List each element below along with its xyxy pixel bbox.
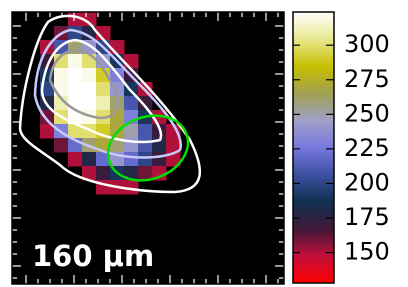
heat-cell: [68, 68, 83, 83]
heat-cell: [124, 152, 139, 167]
heat-cell: [124, 54, 139, 69]
colorbar-tick-label: 250: [344, 99, 390, 127]
colorbar-tick-label: 150: [344, 238, 390, 266]
heat-cell: [68, 152, 83, 167]
colorbar-tick-label: 200: [344, 168, 390, 196]
colorbar-tick-label: 225: [344, 134, 390, 162]
heat-cell: [54, 138, 69, 153]
heat-cell: [68, 82, 83, 97]
heat-cell: [96, 82, 111, 97]
heat-cell: [96, 96, 111, 111]
heat-cell: [82, 152, 97, 167]
colorbar-tick-label: 275: [344, 65, 390, 93]
colorbar-tick-label: 175: [344, 203, 390, 231]
heat-cell: [54, 82, 69, 97]
heat-cell: [68, 96, 83, 111]
annotation: 160 μm: [32, 239, 154, 273]
heat-cell: [110, 40, 125, 55]
heat-cell: [138, 138, 153, 153]
heat-cell: [82, 54, 97, 69]
chart: 160 μm 150 175 200 225 250 275 300: [0, 0, 408, 287]
heat-cell: [110, 110, 125, 125]
heat-cell: [82, 96, 97, 111]
heat-cell: [124, 124, 139, 139]
heat-cell: [82, 68, 97, 83]
heat-cell: [138, 124, 153, 139]
heat-cell: [54, 68, 69, 83]
heat-cell: [82, 82, 97, 97]
heat-cell: [138, 152, 153, 167]
heat-cell: [152, 152, 167, 167]
heat-cell: [96, 166, 111, 181]
colorbar-tick-label: 300: [344, 30, 390, 58]
colorbar: [293, 12, 334, 283]
heat-cell: [68, 54, 83, 69]
